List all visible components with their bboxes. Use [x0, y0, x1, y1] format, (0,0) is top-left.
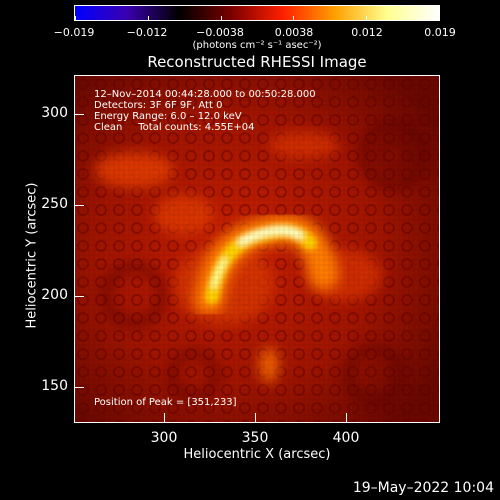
y-tick [74, 387, 84, 388]
colorbar-tick [147, 16, 149, 20]
x-tick-label: 350 [241, 430, 269, 446]
colorbar-tick [75, 16, 76, 20]
colorbar [74, 5, 440, 21]
colorbar-tick-label: −0.019 [53, 26, 95, 39]
x-tick [255, 413, 256, 423]
y-tick-label: 150 [41, 378, 68, 394]
y-tick-label: 300 [41, 105, 68, 121]
colorbar-units: (photons cm⁻² s⁻¹ asec⁻²) [192, 40, 322, 51]
colorbar-tick-label: −0.0038 [196, 26, 244, 39]
colorbar-tick [439, 16, 440, 20]
y-tick [74, 205, 84, 206]
info-time-range: 12–Nov–2014 00:44:28.000 to 00:50:28.000 [94, 89, 316, 100]
rhessi-image: 12–Nov–2014 00:44:28.000 to 00:50:28.000… [74, 75, 440, 423]
y-tick [74, 296, 84, 297]
image-title: Reconstructed RHESSI Image [147, 53, 367, 71]
render-timestamp: 19–May–2022 10:04 [352, 480, 494, 496]
y-axis-label: Heliocentric Y (arcsec) [24, 182, 40, 329]
colorbar-tick-label: 0.0038 [274, 26, 314, 39]
x-tick-label: 300 [150, 430, 178, 446]
colorbar-tick [293, 16, 295, 20]
y-tick [74, 114, 84, 115]
y-tick-label: 200 [41, 287, 68, 303]
colorbar-tick-label: 0.019 [424, 26, 456, 39]
info-algorithm: Clean Total counts: 4.55E+04 [94, 122, 255, 133]
info-peak-position: Position of Peak = [351,233] [94, 397, 237, 408]
info-detectors: Detectors: 3F 6F 9F, Att 0 [94, 100, 223, 111]
colorbar-tick [366, 16, 368, 20]
x-tick-label: 400 [332, 430, 360, 446]
colorbar-tick-label: 0.012 [351, 26, 383, 39]
x-tick [164, 413, 165, 423]
x-axis-label: Heliocentric X (arcsec) [183, 447, 331, 462]
rhessi-image-graphic [74, 75, 440, 423]
info-energy-range: Energy Range: 6.0 – 12.0 keV [94, 111, 242, 122]
colorbar-tick-label: −0.012 [126, 26, 168, 39]
x-tick [346, 413, 347, 423]
colorbar-tick [220, 16, 222, 20]
y-tick-label: 250 [41, 196, 68, 212]
